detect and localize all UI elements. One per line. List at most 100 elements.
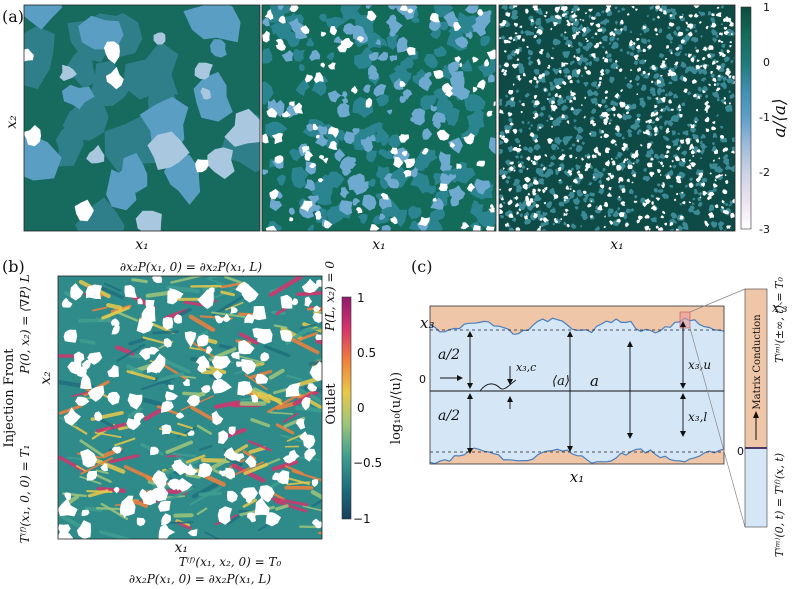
- aperture-patch: [586, 41, 593, 49]
- aperture-patch: [70, 283, 84, 301]
- aperture-patch: [666, 33, 673, 41]
- aperture-patch: [700, 134, 706, 140]
- aperture-patch: [616, 37, 619, 41]
- aperture-patch: [670, 51, 673, 55]
- aperture-patch: [508, 227, 515, 231]
- aperture-patch: [720, 40, 724, 43]
- flow-streak: [198, 445, 213, 451]
- aperture-patch: [602, 167, 606, 172]
- aperture-patch: [505, 94, 508, 98]
- aperture-patch: [570, 106, 574, 111]
- aperture-patch: [722, 147, 729, 153]
- aperture-patch: [537, 196, 541, 200]
- aperture-patch: [103, 41, 120, 64]
- aperture-patch: [626, 158, 629, 161]
- aperture-patch: [597, 103, 603, 108]
- aperture-patch: [561, 13, 566, 17]
- aperture-patch: [421, 147, 429, 155]
- aperture-patch: [111, 325, 120, 335]
- aperture-patch: [200, 385, 211, 393]
- aperture-patch: [467, 183, 476, 192]
- flow-streak: [269, 276, 303, 297]
- aperture-patch: [614, 6, 618, 10]
- aperture-patch: [647, 119, 653, 124]
- aperture-patch: [289, 101, 295, 107]
- aperture-patch: [508, 89, 514, 95]
- aperture-patch: [731, 145, 735, 152]
- aperture-patch: [714, 179, 717, 182]
- aperture-patch: [576, 8, 580, 11]
- aperture-patch: [704, 101, 708, 106]
- flow-streak: [166, 285, 201, 294]
- aperture-patch: [465, 31, 473, 40]
- aperture-patch: [528, 181, 534, 187]
- aperture-patch: [278, 15, 286, 24]
- aperture-patch: [635, 8, 638, 11]
- aperture-patch: [187, 528, 198, 537]
- flow-streak: [183, 300, 206, 307]
- aperture-patch: [390, 147, 398, 155]
- aperture-patch: [399, 81, 406, 87]
- aperture-patch: [325, 16, 345, 31]
- flow-streak: [271, 459, 299, 472]
- aperture-patch: [694, 29, 698, 33]
- aperture-patch: [670, 71, 677, 77]
- aperture-patch: [668, 91, 674, 97]
- aperture-patch: [692, 134, 699, 140]
- aperture-patch: [513, 197, 516, 200]
- aperture-patch: [630, 103, 637, 110]
- flow-streak: [185, 454, 206, 464]
- aperture-patch: [301, 278, 320, 294]
- aperture-patch: [423, 53, 439, 69]
- aperture-patch: [640, 144, 643, 147]
- aperture-patch: [565, 62, 569, 65]
- flow-streak: [291, 470, 322, 482]
- aperture-patch: [631, 181, 634, 184]
- inset-axis-label: x′₃: [772, 301, 788, 316]
- aperture-patch: [432, 197, 437, 202]
- flow-streak: [317, 531, 322, 535]
- aperture-map-medium: [262, 5, 496, 231]
- aperture-patch: [509, 166, 514, 172]
- flow-streak: [310, 489, 322, 500]
- aperture-patch: [685, 28, 690, 32]
- aperture-patch: [623, 158, 628, 162]
- aperture-patch: [597, 204, 603, 211]
- aperture-patch: [680, 61, 687, 68]
- aperture-patch: [528, 79, 533, 84]
- aperture-patch: [512, 83, 515, 86]
- aperture-patch: [573, 5, 580, 11]
- aperture-patch: [440, 172, 453, 188]
- aperture-patch: [636, 37, 640, 41]
- aperture-patch: [533, 69, 540, 75]
- aperture-patch: [652, 206, 657, 211]
- aperture-patch: [547, 138, 554, 144]
- aperture-patch: [499, 139, 504, 146]
- aperture-patch: [664, 122, 667, 126]
- aperture-patch: [507, 54, 513, 61]
- aperture-patch: [608, 41, 612, 45]
- aperture-patch: [502, 170, 508, 176]
- aperture-patch: [581, 157, 584, 161]
- aperture-patch: [666, 107, 672, 112]
- aperture-patch: [158, 500, 171, 512]
- aperture-patch: [673, 93, 678, 99]
- aperture-patch: [368, 52, 379, 61]
- aperture-patch: [175, 412, 185, 419]
- aperture-patch: [320, 31, 327, 37]
- aperture-patch: [466, 109, 485, 129]
- aperture-patch: [573, 96, 577, 100]
- aperture-patch: [342, 37, 354, 49]
- aperture-patch: [601, 35, 609, 42]
- aperture-patch: [669, 184, 674, 188]
- aperture-patch: [474, 178, 491, 195]
- aperture-patch: [645, 150, 652, 158]
- aperture-patch: [589, 192, 596, 197]
- flow-streak: [96, 486, 126, 493]
- flow-streak: [267, 393, 283, 406]
- aperture-patch: [534, 100, 540, 106]
- aperture-patch: [565, 95, 572, 101]
- aperture-patch: [719, 220, 725, 226]
- aperture-patch: [420, 94, 437, 111]
- colorbar-b: [341, 296, 352, 520]
